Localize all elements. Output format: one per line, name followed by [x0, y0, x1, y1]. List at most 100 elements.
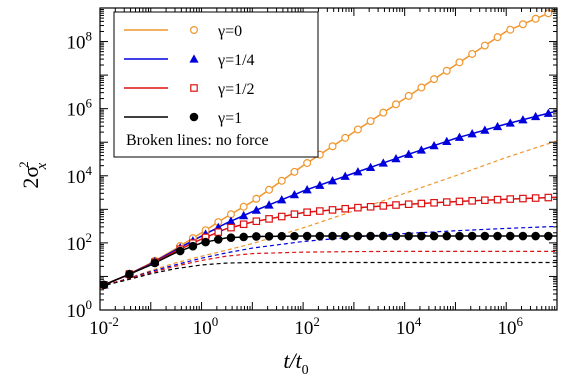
data-point [340, 231, 350, 241]
data-point [239, 210, 249, 220]
data-point [468, 197, 476, 205]
data-point [239, 220, 248, 229]
data-point [290, 210, 299, 218]
data-point [417, 199, 426, 208]
data-point [265, 185, 274, 194]
data-point [480, 41, 489, 50]
data-point [404, 149, 414, 158]
x-tick-label: 100 [193, 314, 219, 339]
data-point [328, 142, 337, 151]
data-point [531, 111, 541, 121]
data-point [518, 20, 527, 29]
data-point [480, 231, 490, 241]
legend-entries: γ=0 γ=1/4 γ=1/2 γ=1 [124, 23, 255, 127]
data-point [392, 201, 400, 209]
series-markers [99, 9, 553, 290]
legend-marker [190, 84, 198, 92]
data-point [379, 108, 388, 117]
data-point [404, 91, 413, 100]
data-point [518, 115, 528, 124]
series-line-3 [99, 235, 557, 288]
data-point [303, 208, 311, 217]
data-point [366, 202, 375, 211]
series-line-2 [99, 196, 558, 288]
data-point [277, 176, 286, 185]
data-point [340, 171, 350, 180]
data-point [404, 200, 413, 209]
legend-note: Broken lines: no force [126, 132, 269, 149]
data-point [302, 231, 312, 241]
no-force-line-1 [99, 225, 558, 288]
data-point [277, 212, 286, 221]
data-point [366, 117, 375, 126]
data-point [125, 269, 134, 279]
data-point [543, 108, 553, 117]
data-point [506, 195, 515, 203]
data-point [391, 100, 400, 109]
data-point [416, 145, 426, 154]
no-force-line-0 [99, 140, 558, 288]
data-point [378, 231, 388, 241]
data-point [252, 232, 261, 241]
data-point [328, 231, 337, 241]
data-point [239, 232, 248, 242]
data-point [429, 231, 439, 241]
data-point [505, 231, 515, 241]
no-force-lines [99, 140, 558, 288]
data-point [468, 49, 477, 58]
data-point [454, 132, 465, 141]
axis-ticks [99, 7, 558, 311]
legend-label: γ=1 [217, 110, 242, 127]
data-point [341, 204, 350, 213]
data-point [493, 195, 502, 204]
legend-marker [190, 26, 199, 35]
data-point [404, 231, 413, 241]
data-point [213, 235, 223, 244]
x-tick-label: 104 [396, 314, 422, 339]
data-point [277, 231, 287, 241]
data-point [518, 231, 528, 241]
data-point [302, 185, 312, 194]
data-point [430, 75, 439, 84]
x-tick-label: 10-2 [89, 314, 119, 339]
data-point [251, 205, 261, 214]
data-point [354, 203, 362, 212]
data-point [366, 162, 376, 172]
data-point [265, 215, 273, 223]
data-point [264, 200, 274, 209]
data-point [328, 206, 337, 214]
data-point [455, 231, 464, 241]
data-point [175, 246, 185, 256]
no-force-line-3 [99, 261, 557, 288]
data-point [327, 176, 338, 185]
data-point [544, 231, 553, 241]
data-point [227, 223, 235, 232]
data-point [341, 133, 350, 142]
data-point [531, 194, 540, 202]
data-point [303, 159, 312, 168]
legend-label: γ=0 [217, 23, 242, 40]
legend: γ=0 γ=1/4 γ=1/2 γ=1 Broken lines: no force [113, 11, 319, 158]
data-point [226, 233, 236, 242]
data-point [492, 121, 503, 131]
data-point [430, 198, 438, 207]
data-point [544, 193, 553, 202]
data-point [442, 136, 452, 146]
data-point [252, 217, 261, 226]
y-tick-label: 108 [67, 29, 93, 54]
data-point [531, 14, 540, 23]
data-point [277, 195, 287, 204]
data-point [353, 125, 362, 134]
data-point [481, 196, 489, 205]
data-point [391, 153, 401, 163]
plot-frame [99, 7, 558, 311]
data-point [315, 180, 325, 189]
no-force-line-2 [99, 250, 557, 288]
data-point [429, 141, 439, 150]
y-tick-label: 102 [67, 230, 93, 255]
data-point [239, 202, 248, 211]
data-point [467, 231, 477, 241]
data-point [442, 198, 451, 206]
